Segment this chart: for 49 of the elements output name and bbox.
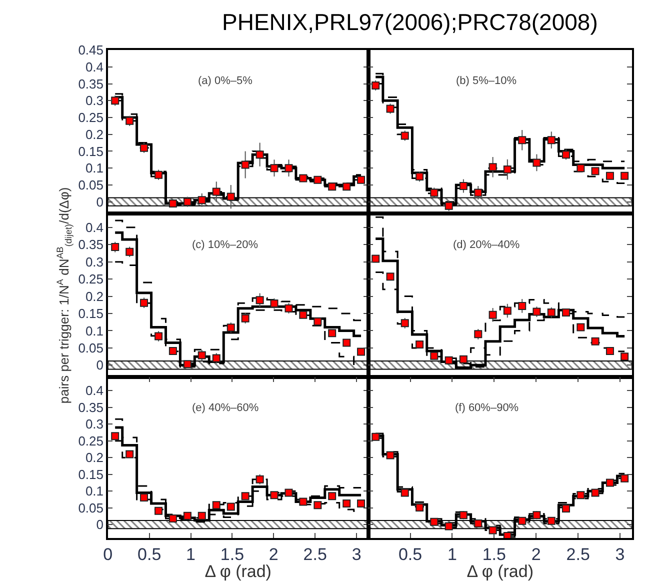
y-tick-label: 0 xyxy=(96,194,104,210)
y-tick-label: 0.35 xyxy=(78,237,104,252)
x-tick-label: 1 xyxy=(186,545,196,564)
annotation: (b) 5%–10% xyxy=(456,75,517,87)
x-tick-label: 1.5 xyxy=(482,545,506,564)
x-tick-label: 2 xyxy=(268,545,278,564)
y-tick-label: 0.15 xyxy=(78,306,104,322)
y-tick-label: 0.25 xyxy=(78,272,104,287)
x-tick-label: 3 xyxy=(615,545,625,564)
y-tick-label: 0.4 xyxy=(85,383,104,398)
y-tick-label: 0 xyxy=(96,517,104,532)
annotation: (c) 10%–20% xyxy=(192,239,258,251)
x-tick-label: 1 xyxy=(447,545,457,564)
y-tick-label: 0.3 xyxy=(85,254,104,270)
annotation: (a) 0%–5% xyxy=(198,75,253,87)
x-tick-label: 2 xyxy=(531,545,541,564)
x-tick-label: 2.5 xyxy=(303,545,327,564)
y-tick-label: 0.2 xyxy=(85,126,104,142)
y-tick-label: 0.2 xyxy=(85,450,104,466)
y-tick-label: 0.35 xyxy=(78,400,104,415)
y-tick-label: 0.4 xyxy=(85,220,104,235)
y-tick-label: 0.15 xyxy=(78,466,104,482)
x-axis-title: Δ φ (rad) xyxy=(204,562,272,581)
y-tick-label: 0.3 xyxy=(85,416,104,432)
chart-title: PHENIX,PRL97(2006);PRC78(2008) xyxy=(222,9,598,35)
x-axis-title: Δ φ (rad) xyxy=(466,562,534,581)
y-tick-label: 0.25 xyxy=(78,110,104,126)
y-tick-label: 0.05 xyxy=(78,178,104,193)
y-tick-label: 0.1 xyxy=(85,160,104,176)
y-tick-label: 0.05 xyxy=(78,500,104,516)
annotation: (e) 40%–60% xyxy=(192,402,259,414)
y-tick-label: 0.1 xyxy=(85,484,104,499)
y-tick-label: 0.35 xyxy=(78,76,104,92)
x-tick-label: 1.5 xyxy=(220,545,244,564)
y-tick-label: 0.4 xyxy=(85,59,104,74)
y-tick-label: 0.05 xyxy=(78,340,104,356)
x-tick-label: 0.5 xyxy=(398,545,422,564)
y-tick-label: 0.45 xyxy=(78,42,104,58)
annotation: (f) 60%–90% xyxy=(455,402,519,414)
y-tick-label: 0.2 xyxy=(85,288,104,304)
y-tick-label: 0 xyxy=(96,358,104,373)
annotation: (d) 20%–40% xyxy=(453,239,520,251)
x-tick-label: 0.5 xyxy=(138,545,162,564)
y-tick-label: 0.3 xyxy=(85,93,104,108)
y-tick-label: 0.1 xyxy=(85,323,104,338)
y-tick-label: 0.25 xyxy=(78,433,104,448)
x-tick-label: 2.5 xyxy=(566,545,590,564)
x-tick-label: 3 xyxy=(352,545,362,564)
y-tick-label: 0.15 xyxy=(78,144,104,159)
